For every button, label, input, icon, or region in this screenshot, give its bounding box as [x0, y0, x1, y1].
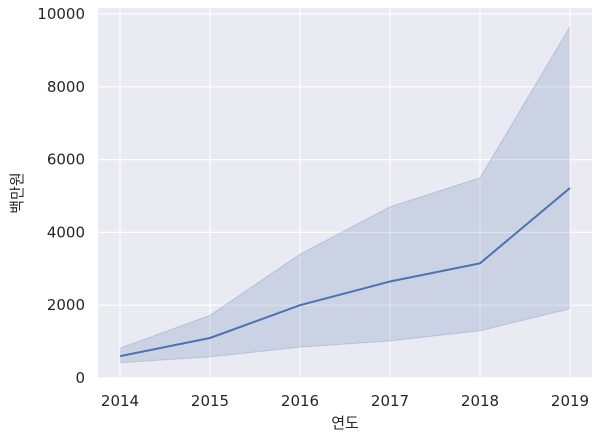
y-tick-label: 6000	[47, 151, 85, 169]
y-tick-label: 0	[75, 369, 85, 387]
x-tick-label: 2015	[191, 392, 229, 410]
plot-area	[98, 8, 592, 378]
y-axis-ticks: 0 2000 4000 6000 8000 10000	[37, 5, 85, 387]
x-tick-label: 2018	[461, 392, 499, 410]
y-tick-label: 2000	[47, 296, 85, 314]
y-axis-label: 백만원	[8, 172, 26, 213]
x-axis-label: 연도	[331, 414, 359, 432]
y-tick-label: 4000	[47, 223, 85, 241]
confidence-band	[120, 26, 570, 363]
x-tick-label: 2014	[101, 392, 139, 410]
series-line	[119, 187, 571, 358]
y-tick-label: 8000	[47, 78, 85, 96]
gridlines	[98, 8, 592, 379]
x-tick-label: 2019	[551, 392, 589, 410]
confidence-band-upper-edge	[119, 26, 571, 349]
x-axis-ticks: 2014 2015 2016 2017 2018 2019	[101, 392, 589, 410]
x-tick-label: 2017	[371, 392, 409, 410]
x-tick-label: 2016	[281, 392, 319, 410]
confidence-band-lower-edge	[119, 308, 571, 364]
y-tick-label: 10000	[37, 5, 85, 23]
